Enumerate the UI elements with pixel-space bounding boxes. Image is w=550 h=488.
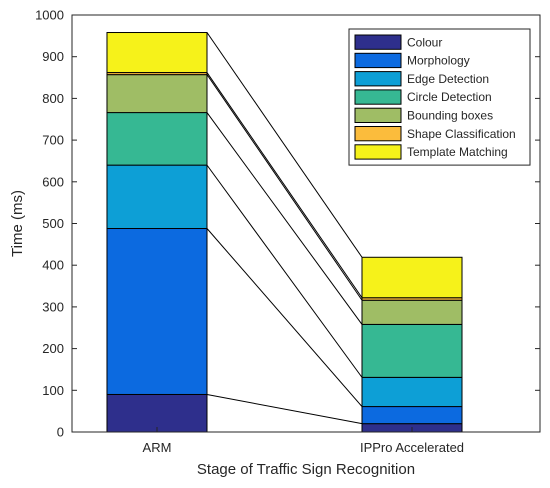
connector-line (206, 32, 363, 258)
y-tick-label: 900 (42, 49, 64, 64)
legend-label: Circle Detection (407, 90, 492, 104)
bar-segment-ippro-morphology (361, 406, 463, 425)
legend-swatch (354, 71, 402, 87)
connector-lines (206, 32, 363, 425)
y-tick-label: 600 (42, 174, 64, 189)
y-tick-label: 800 (42, 91, 64, 106)
legend-label: Bounding boxes (407, 109, 493, 123)
connector-line (206, 164, 363, 378)
legend-swatch (354, 107, 402, 123)
y-tick-label: 400 (42, 258, 64, 273)
y-axis-label: Time (ms) (9, 190, 26, 257)
legend-label: Colour (407, 35, 442, 49)
connector-line (206, 393, 363, 425)
connector-line (206, 74, 363, 301)
y-tick-label: 300 (42, 299, 64, 314)
y-tick-label: 100 (42, 383, 64, 398)
legend-label: Shape Classification (407, 127, 516, 141)
legend-swatch (354, 126, 402, 142)
x-tick-label: ARM (143, 440, 172, 455)
y-tick-label: 200 (42, 341, 64, 356)
bar-segment-ippro-edge-detection (361, 376, 463, 408)
x-axis-label: Stage of Traffic Sign Recognition (197, 461, 415, 478)
connector-line (206, 72, 363, 299)
y-tick-label: 0 (57, 425, 64, 440)
connector-line (206, 112, 363, 325)
legend-label: Template Matching (407, 145, 508, 159)
bar-segment-arm-colour (106, 393, 208, 433)
legend-label: Morphology (407, 54, 470, 68)
x-tick-label: IPPro Accelerated (360, 440, 464, 455)
y-tick-label: 700 (42, 133, 64, 148)
bars-layer (106, 32, 463, 433)
legend-swatch (354, 89, 402, 105)
bar-segment-arm-edge-detection (106, 164, 208, 230)
bar-segment-ippro-circle-detection (361, 323, 463, 378)
legend-label: Edge Detection (407, 72, 489, 86)
bar-segment-arm-template-matching (106, 32, 208, 74)
y-tick-label: 1000 (35, 8, 64, 23)
bar-segment-ippro-template-matching (361, 256, 463, 299)
legend-swatch (354, 52, 402, 69)
bar-segment-arm-morphology (106, 228, 208, 395)
legend-swatch (354, 34, 402, 50)
y-axis-ticks: 0 100 200 300 400 500 600 700 800 900 1000 (35, 8, 540, 440)
bar-segment-arm-bounding-boxes (106, 74, 208, 114)
legend-swatch (354, 144, 402, 160)
x-axis-ticks: ARM IPPro Accelerated (143, 427, 464, 455)
bar-segment-ippro-bounding-boxes (361, 299, 463, 325)
legend: Colour Morphology Edge Detection Circle Det… (348, 28, 531, 166)
connector-line (206, 228, 363, 407)
y-tick-label: 500 (42, 216, 64, 231)
bar-segment-arm-circle-detection (106, 112, 208, 166)
